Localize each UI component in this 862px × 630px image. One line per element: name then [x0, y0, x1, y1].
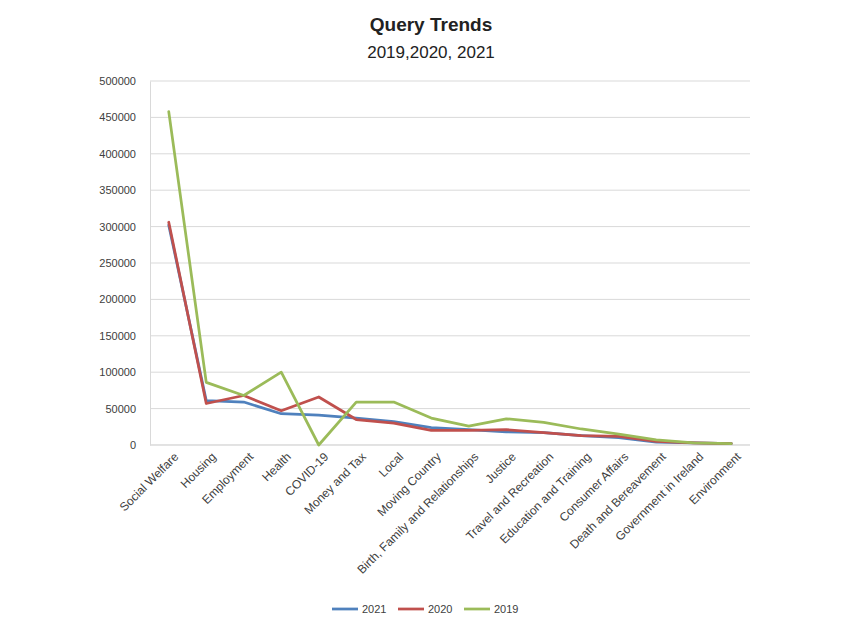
subtitle: 2019,2020, 2021 — [367, 43, 495, 62]
x-tick-label: Environment — [686, 449, 744, 507]
y-axis: 0 50000 100000 150000 200000 250000 300000 3500… — [99, 75, 150, 451]
legend-item: 2019 — [464, 603, 518, 615]
y-tick: 450000 — [99, 111, 150, 123]
legend-label: 2021 — [362, 603, 386, 615]
y-tick: 50000 — [105, 403, 150, 415]
x-tick: Employment — [199, 445, 257, 507]
x-tick-label: Consumer Affairs — [556, 450, 631, 525]
grid-line — [150, 226, 750, 227]
grid-line — [150, 190, 750, 191]
grid-line — [150, 335, 750, 336]
x-tick-label: Moving Country — [374, 450, 443, 519]
legend-label: 2020 — [428, 603, 452, 615]
y-tick: 0 — [130, 439, 150, 451]
title: Query Trends — [370, 14, 493, 35]
grid-line — [150, 372, 750, 373]
grid-line — [150, 299, 750, 300]
x-tick: Local — [376, 445, 406, 480]
y-tick: 200000 — [99, 293, 150, 305]
series-line — [169, 222, 732, 443]
legend-item: 2021 — [332, 603, 386, 615]
y-tick-label: 450000 — [99, 111, 136, 123]
x-tick-label: Birth, Family and Relationships — [354, 450, 481, 577]
y-tick-label: 150000 — [99, 330, 136, 342]
y-tick: 500000 — [99, 75, 150, 87]
legend: 2021 2020 2019 — [332, 603, 518, 615]
y-tick: 400000 — [99, 148, 150, 160]
x-tick: Environment — [686, 445, 744, 507]
x-tick: Social Welfare — [117, 445, 182, 514]
plot-area — [169, 112, 732, 445]
y-tick: 300000 — [99, 221, 150, 233]
x-tick: Birth, Family and Relationships — [354, 445, 481, 577]
grid-line — [150, 445, 750, 446]
y-tick-label: 250000 — [99, 257, 136, 269]
grid-line — [150, 81, 750, 82]
series-line — [169, 225, 732, 443]
x-tick-label: Health — [259, 450, 293, 484]
legend-item: 2020 — [398, 603, 452, 615]
y-tick-label: 100000 — [99, 366, 136, 378]
y-tick: 250000 — [99, 257, 150, 269]
x-tick: Money and Tax — [301, 445, 368, 517]
y-tick-label: 500000 — [99, 75, 136, 87]
x-tick: Consumer Affairs — [556, 445, 631, 525]
x-tick-label: Money and Tax — [301, 450, 368, 517]
x-tick-label: Local — [376, 450, 406, 480]
y-tick: 100000 — [99, 366, 150, 378]
y-tick-label: 350000 — [99, 184, 136, 196]
x-tick-label: Social Welfare — [117, 450, 182, 515]
legend-swatch — [332, 608, 358, 611]
grid — [150, 81, 750, 445]
legend-label: 2019 — [494, 603, 518, 615]
x-tick: Moving Country — [374, 445, 443, 519]
grid-line — [150, 117, 750, 118]
y-tick: 150000 — [99, 330, 150, 342]
y-tick-label: 0 — [130, 439, 136, 451]
x-axis-line — [150, 445, 750, 446]
y-tick-label: 50000 — [105, 403, 136, 415]
grid-line — [150, 408, 750, 409]
legend-swatch — [464, 608, 490, 611]
x-tick-label: Employment — [199, 449, 257, 507]
y-tick: 350000 — [99, 184, 150, 196]
y-tick-label: 200000 — [99, 293, 136, 305]
y-tick-label: 300000 — [99, 221, 136, 233]
grid-line — [150, 263, 750, 264]
x-tick-label: Justice — [482, 450, 519, 487]
y-axis-line — [150, 82, 151, 446]
legend-swatch — [398, 608, 424, 611]
x-tick: Health — [259, 445, 293, 484]
series-line — [169, 112, 732, 445]
x-axis: Social WelfareHousingEmploymentHealthCOV… — [117, 445, 750, 577]
chart: Query Trends 2019,2020, 2021 0 50000 100000 1… — [0, 0, 862, 630]
x-tick: Justice — [482, 445, 519, 486]
grid-line — [150, 153, 750, 154]
y-tick-label: 400000 — [99, 148, 136, 160]
